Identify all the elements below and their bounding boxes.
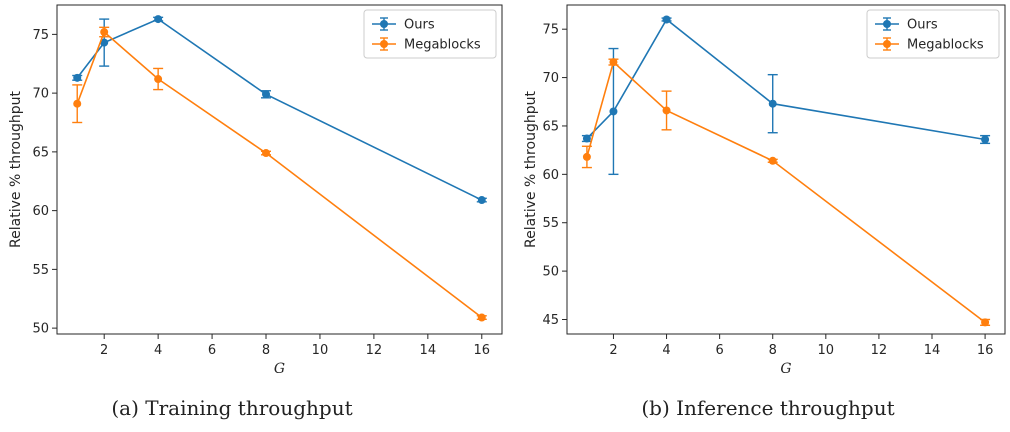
training-y-tick-label: 65 bbox=[32, 145, 49, 160]
inference-y-tick-label: 45 bbox=[542, 313, 559, 328]
inference-series-ours bbox=[581, 15, 991, 176]
inference-legend: Ours Megablocks bbox=[866, 9, 1000, 59]
training-data-point bbox=[262, 149, 271, 158]
training-y-tick-label: 60 bbox=[32, 204, 49, 219]
training-x-axis-label: G bbox=[274, 361, 285, 377]
inference-x-tick-label: 4 bbox=[662, 343, 670, 358]
training-x-tick-label: 2 bbox=[100, 343, 108, 358]
training-data-point bbox=[73, 99, 82, 108]
training-legend-swatch-marker bbox=[380, 20, 388, 28]
inference-data-point bbox=[662, 15, 671, 24]
training-y-axis-label: Relative % throughput bbox=[8, 91, 24, 248]
inference-legend-swatch-marker bbox=[883, 20, 891, 28]
training-x-tick-label: 6 bbox=[208, 343, 216, 358]
inference-data-point bbox=[609, 107, 618, 116]
training-x-tick-label: 10 bbox=[312, 343, 329, 358]
inference-y-tick-label: 55 bbox=[542, 216, 559, 231]
inference-data-point bbox=[768, 99, 777, 108]
inference-x-tick-label: 12 bbox=[871, 343, 888, 358]
inference-data-point bbox=[582, 152, 591, 161]
inference-series-line bbox=[586, 60, 986, 324]
inference-x-tick-label: 2 bbox=[609, 343, 617, 358]
training-legend-swatch-marker bbox=[380, 40, 388, 48]
training-series-line bbox=[76, 30, 483, 319]
inference-data-point bbox=[981, 318, 990, 327]
inference-throughput-chart: 2 4 6 8 10 12 14 16 45 50 55 60 65 70 75 G Relative % th… bbox=[523, 4, 1006, 420]
inference-x-axis-label: G bbox=[780, 361, 791, 377]
training-y-tick-label: 75 bbox=[32, 28, 49, 43]
inference-data-point bbox=[768, 156, 777, 165]
inference-legend-label: Ours bbox=[907, 18, 938, 33]
training-data-point bbox=[154, 75, 163, 84]
training-legend-label: Ours bbox=[404, 18, 435, 33]
training-x-tick-label: 14 bbox=[420, 343, 437, 358]
inference-y-tick-label: 65 bbox=[542, 119, 559, 134]
inference-legend-label: Megablocks bbox=[907, 38, 984, 53]
training-data-point bbox=[100, 28, 109, 37]
inference-x-tick-label: 6 bbox=[715, 343, 723, 358]
training-legend-box bbox=[363, 9, 497, 59]
training-data-point bbox=[73, 73, 82, 82]
training-x-tick-label: 12 bbox=[366, 343, 383, 358]
training-throughput-chart: 2 4 6 8 10 12 14 16 50 55 60 65 70 75 G Relative % thro… bbox=[8, 4, 503, 420]
inference-series-megablocks bbox=[581, 58, 991, 327]
inference-data-point bbox=[582, 134, 591, 143]
inference-x-tick-label: 14 bbox=[924, 343, 941, 358]
training-y-tick-label: 55 bbox=[32, 263, 49, 278]
training-data-point bbox=[477, 313, 486, 322]
training-legend-label: Megablocks bbox=[404, 38, 481, 53]
inference-y-axis-label: Relative % throughput bbox=[523, 91, 539, 248]
training-x-tick-label: 4 bbox=[154, 343, 162, 358]
training-x-tick-label: 8 bbox=[262, 343, 270, 358]
inference-legend-swatch-marker bbox=[883, 40, 891, 48]
training-x-tick-label: 16 bbox=[473, 343, 490, 358]
inference-x-tick-label: 10 bbox=[818, 343, 835, 358]
training-data-point bbox=[477, 196, 486, 205]
inference-y-tick-label: 75 bbox=[542, 23, 559, 38]
training-series-megablocks bbox=[72, 26, 487, 322]
inference-y-tick-label: 70 bbox=[542, 71, 559, 86]
training-data-point bbox=[262, 90, 271, 99]
inference-x-tick-label: 8 bbox=[769, 343, 777, 358]
inference-y-tick-label: 60 bbox=[542, 168, 559, 183]
training-data-point bbox=[100, 38, 109, 47]
training-y-tick-label: 70 bbox=[32, 87, 49, 102]
inference-data-point bbox=[609, 58, 618, 67]
inference-legend-box bbox=[866, 9, 1000, 59]
inference-x-tick-label: 16 bbox=[977, 343, 994, 358]
training-caption: (a) Training throughput bbox=[111, 396, 352, 420]
training-y-tick-label: 50 bbox=[32, 322, 49, 337]
training-axes-frame bbox=[56, 4, 503, 335]
inference-data-point bbox=[662, 106, 671, 115]
training-data-point bbox=[154, 15, 163, 24]
inference-data-point bbox=[981, 135, 990, 144]
training-legend: Ours Megablocks bbox=[363, 9, 497, 59]
inference-axes-frame bbox=[566, 4, 1006, 335]
inference-y-tick-label: 50 bbox=[542, 265, 559, 280]
inference-caption: (b) Inference throughput bbox=[641, 396, 894, 420]
